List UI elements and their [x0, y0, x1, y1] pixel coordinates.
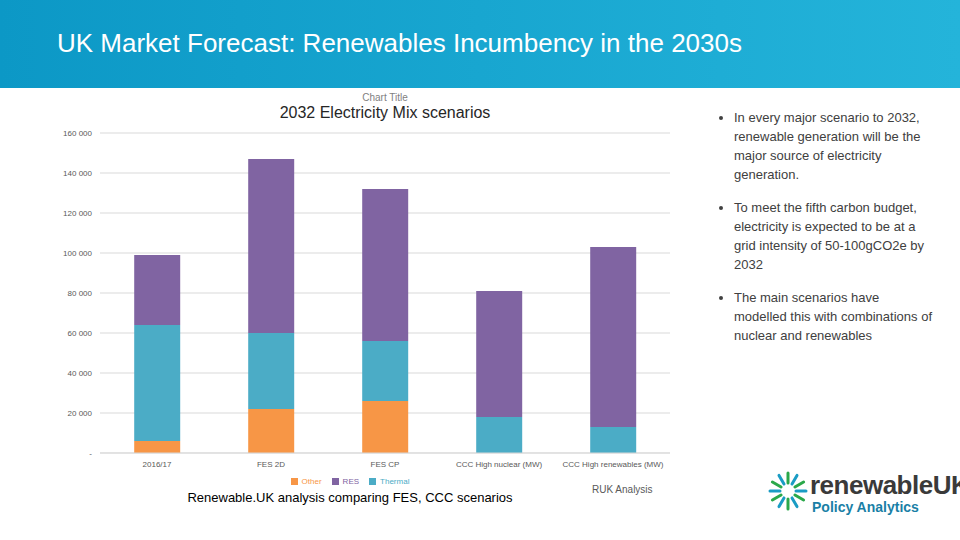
svg-text:CCC High nuclear (MW): CCC High nuclear (MW): [456, 460, 543, 469]
html-text:Renewable.UK analysis comparin: Renewable.UK analysis comparing FES, CCC…: [187, 490, 513, 505]
svg-text:FES CP: FES CP: [371, 460, 400, 469]
svg-text:120 000: 120 000: [63, 209, 92, 218]
html-text:The main scenarios have modell: The main scenarios have modelled this wi…: [734, 290, 932, 343]
html-text:RES: RES: [342, 477, 360, 486]
html-text:2032 Electricity Mix scenarios: 2032 Electricity Mix scenarios: [279, 104, 491, 121]
html-text:RUK Analysis: RUK Analysis: [592, 484, 653, 495]
svg-text:60 000: 60 000: [68, 329, 93, 338]
svg-text:140 000: 140 000: [63, 169, 92, 178]
html-text:To meet the fifth carbon budge: To meet the fifth carbon budget, electri…: [734, 200, 925, 272]
svg-text:100 000: 100 000: [63, 249, 92, 258]
svg-text:FES 2D: FES 2D: [257, 460, 285, 469]
html-text:Other: Other: [301, 477, 322, 486]
svg-text:2016/17: 2016/17: [143, 460, 172, 469]
svg-text:40 000: 40 000: [68, 369, 93, 378]
svg-text:20 000: 20 000: [68, 409, 93, 418]
svg-text:-: -: [89, 449, 92, 458]
html-text:UK Market Forecast: Renewables: UK Market Forecast: Renewables Incumbenc…: [57, 28, 742, 58]
svg-text:160 000: 160 000: [63, 129, 92, 138]
html-text:Thermal: Thermal: [380, 477, 410, 486]
html-text:Chart Title: Chart Title: [362, 92, 408, 103]
svg-text:CCC High renewables (MW): CCC High renewables (MW): [563, 460, 664, 469]
html-text:In every major scenario to 203: In every major scenario to 2032, renewab…: [734, 110, 921, 182]
html-text:Policy Analytics: Policy Analytics: [812, 499, 919, 515]
svg-text:80 000: 80 000: [68, 289, 93, 298]
